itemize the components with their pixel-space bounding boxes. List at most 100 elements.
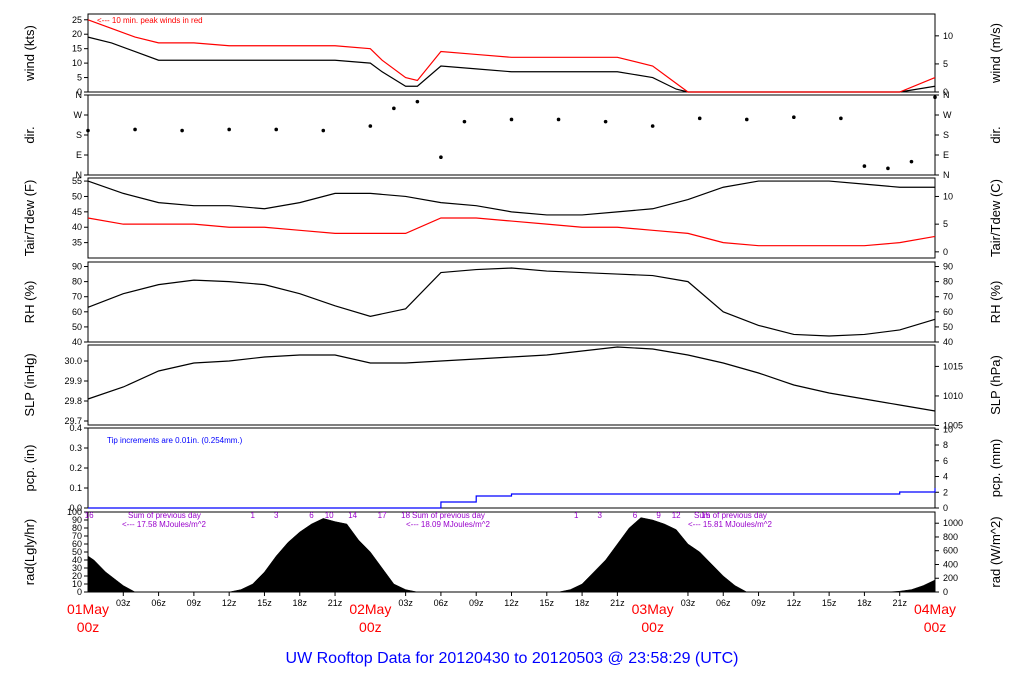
rad-left-tick-label: 70: [72, 531, 82, 541]
dir-point: [509, 117, 514, 122]
time-axis-hour-label: 03z: [681, 598, 696, 608]
rad-hour-mark: 1: [250, 511, 255, 520]
slp-left-tick-label: 29.8: [64, 396, 82, 406]
slp-right-tick-label: 1005: [943, 420, 963, 430]
dir-point: [603, 119, 608, 124]
rh-left-tick-label: 50: [72, 322, 82, 332]
wind-left-tick-label: 15: [72, 44, 82, 54]
rh-left-tick-label: 80: [72, 277, 82, 287]
temp-Tair-line: [87, 180, 935, 216]
wind-right-tick-label: 0: [943, 87, 948, 97]
temp-right-axis-label: Tair/Tdew (C): [988, 179, 1003, 257]
pcp-right-tick-label: 6: [943, 456, 948, 466]
wind-annotation: <--- 10 min. peak winds in red: [97, 16, 203, 25]
pcp-right-tick-label: 4: [943, 472, 948, 482]
time-axis-hour-label: 12z: [222, 598, 237, 608]
slp-left-tick-label: 30.0: [64, 356, 82, 366]
slp-right-tick-label: 1010: [943, 391, 963, 401]
time-axis-hour-label: 09z: [751, 598, 766, 608]
rad-hour-mark: 3: [598, 511, 603, 520]
rad-left-tick-label: 40: [72, 555, 82, 565]
time-axis-date-hour-label: 00z: [77, 619, 100, 635]
rad-right-tick-label: 400: [943, 559, 958, 569]
rad-left-tick-label: 20: [72, 571, 82, 581]
rad-hour-mark: 6: [309, 511, 314, 520]
wind-right-axis-label: wind (m/s): [988, 23, 1003, 84]
time-axis-hour-label: 03z: [398, 598, 413, 608]
rad-hour-mark: 14: [348, 511, 357, 520]
temp-left-tick-label: 35: [72, 238, 82, 248]
time-axis-date-label: 04May: [914, 601, 956, 617]
wind-right-tick-label: 5: [943, 59, 948, 69]
temp-right-tick-label: 0: [943, 247, 948, 257]
pcp-left-axis-label: pcp. (in): [22, 445, 37, 492]
wind-left-tick-label: 5: [77, 73, 82, 83]
temp-right-tick-label: 10: [943, 191, 953, 201]
wind-left-tick-label: 25: [72, 15, 82, 25]
rad-day-sum-heading: Sum of previous day: [694, 511, 767, 520]
dir-point: [886, 166, 890, 171]
dir-right-tick-label: S: [943, 130, 949, 140]
dir-left-tick-label: N: [76, 170, 83, 180]
slp-right-tick-label: 1015: [943, 361, 963, 371]
dir-left-tick-label: W: [74, 110, 83, 120]
dir-point: [744, 117, 749, 122]
dir-point: [909, 159, 914, 164]
rh-left-tick-label: 60: [72, 307, 82, 317]
dir-left-axis-label: dir.: [22, 126, 37, 143]
pcp-left-tick-label: 0.3: [69, 443, 82, 453]
time-axis-date-hour-label: 00z: [359, 619, 382, 635]
temp-left-tick-label: 45: [72, 207, 82, 217]
rad-hour-mark: 15: [701, 511, 710, 520]
time-axis-date-label: 01May: [67, 601, 109, 617]
time-axis-hour-label: 18z: [857, 598, 872, 608]
time-axis-hour-label: 18z: [292, 598, 307, 608]
time-axis-hour-label: 06z: [434, 598, 449, 608]
time-axis-hour-label: 21z: [892, 598, 907, 608]
dir-point: [650, 124, 655, 128]
dir-point: [368, 124, 373, 128]
dir-left-tick-label: S: [76, 130, 82, 140]
dir-left-tick-label: E: [76, 150, 82, 160]
dir-right-tick-label: W: [943, 110, 952, 120]
rad-left-tick-label: 80: [72, 523, 82, 533]
dir-point: [556, 117, 561, 122]
dir-right-tick-label: N: [943, 90, 950, 100]
time-axis-hour-label: 15z: [540, 598, 555, 608]
wind-peak-line: [87, 19, 936, 93]
pcp-left-tick-label: 0.1: [69, 483, 82, 493]
rad-hour-mark: 18: [401, 511, 410, 520]
dir-panel-frame: [87, 94, 936, 176]
dir-point: [862, 164, 867, 168]
pcp-line: [88, 488, 936, 509]
time-axis-hour-label: 06z: [716, 598, 731, 608]
wind-panel-frame: [87, 13, 936, 93]
rad-day-sum-heading: Sum of previous day: [412, 511, 485, 520]
temp-left-tick-label: 55: [72, 176, 82, 186]
time-axis-hour-label: 15z: [822, 598, 837, 608]
dir-point: [792, 115, 796, 120]
pcp-right-tick-label: 8: [943, 440, 948, 450]
dir-point: [133, 127, 137, 132]
pcp-left-tick-label: 0.4: [69, 423, 82, 433]
rad-hour-mark: 9: [656, 511, 661, 520]
dir-point: [392, 106, 396, 111]
dir-point: [321, 128, 326, 133]
time-axis-hour-label: 09z: [469, 598, 484, 608]
temp-left-axis-label: Tair/Tdew (F): [22, 180, 37, 257]
slp-left-tick-label: 29.7: [64, 416, 82, 426]
slp-right-axis-label: SLP (hPa): [988, 355, 1003, 415]
pcp-right-tick-label: 10: [943, 424, 953, 434]
time-axis-hour-label: 09z: [187, 598, 202, 608]
rad-area: [87, 517, 936, 593]
slp-line: [87, 346, 936, 412]
rh-right-tick-label: 70: [943, 292, 953, 302]
pcp-right-tick-label: 2: [943, 487, 948, 497]
wind-left-tick-label: 20: [72, 29, 82, 39]
slp-left-tick-label: 29.9: [64, 376, 82, 386]
dir-point: [462, 119, 467, 124]
temp-left-tick-label: 40: [72, 222, 82, 232]
pcp-annotation: Tip increments are 0.01in. (0.254mm.): [107, 436, 243, 445]
